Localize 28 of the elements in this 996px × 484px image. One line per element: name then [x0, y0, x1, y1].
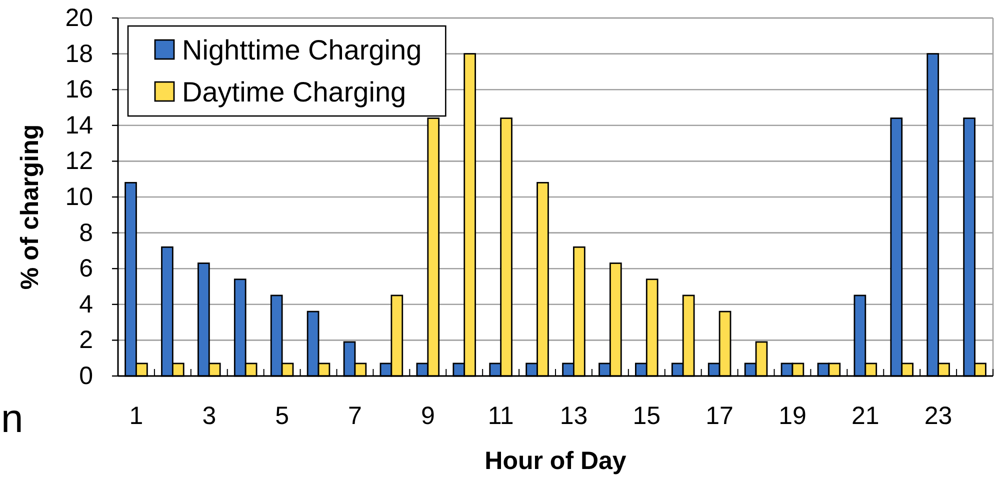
y-tick-label: 4: [79, 290, 94, 318]
x-tick-label: 5: [275, 402, 290, 430]
x-tick-label: 15: [632, 402, 661, 430]
y-tick-label: 2: [79, 326, 93, 354]
x-tick-label: 7: [348, 402, 362, 430]
y-tick-label: 20: [65, 4, 93, 32]
x-tick-label: 23: [924, 402, 952, 430]
y-tick-label: 12: [65, 147, 93, 176]
x-tick-label: 9: [420, 402, 435, 430]
y-tick-label: 6: [79, 254, 93, 283]
y-axis-title: % of charging: [16, 124, 44, 290]
x-tick-label: 21: [851, 402, 880, 430]
y-tick-label: 8: [79, 218, 93, 247]
y-tick-label: 18: [65, 40, 93, 68]
x-tick-label: 3: [202, 402, 216, 430]
x-tick-label: 1: [129, 402, 144, 430]
x-tick-label: 13: [560, 402, 588, 430]
x-axis-title: Hour of Day: [484, 447, 626, 475]
x-tick-label: 19: [778, 402, 806, 430]
legend-label: Nighttime Charging: [182, 34, 422, 66]
x-tick-label: 17: [706, 402, 734, 430]
y-tick-label: 14: [65, 111, 94, 140]
y-tick-label: 0: [79, 362, 93, 390]
y-tick-label: 10: [65, 183, 93, 211]
y-tick-label: 16: [65, 76, 93, 104]
x-tick-label: 11: [488, 402, 514, 430]
text: n: [1, 397, 24, 441]
legend-label: Daytime Charging: [182, 76, 406, 108]
